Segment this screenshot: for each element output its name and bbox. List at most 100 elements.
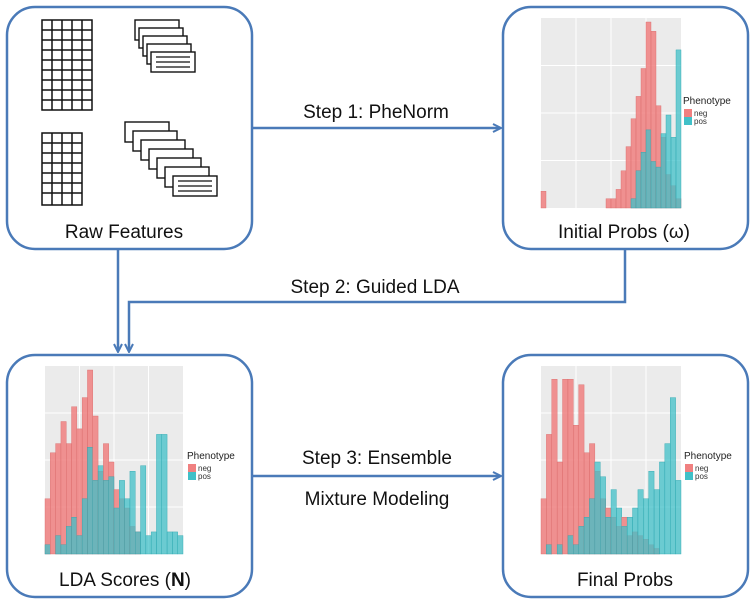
lda-scores-histogram [44, 366, 184, 555]
initial-probs-label: Initial Probs (ω) [558, 222, 690, 243]
bar-neg [615, 189, 622, 209]
legend-neg-swatch [684, 109, 692, 117]
legend-pos-label: pos [694, 117, 707, 126]
bar-pos [124, 498, 131, 555]
bar-pos [103, 480, 109, 555]
legend-pos-swatch [684, 117, 692, 125]
legend-neg-swatch [188, 464, 196, 472]
bar-pos [655, 166, 662, 209]
legend-neg-label: neg [695, 464, 708, 473]
bar-pos [66, 526, 72, 555]
bar-pos [76, 535, 83, 555]
bar-pos [145, 535, 152, 555]
bar-pos [97, 465, 104, 555]
bar-pos [583, 517, 590, 555]
bar-pos [670, 397, 676, 555]
bar-pos [645, 129, 652, 209]
bar-pos [567, 535, 574, 555]
bar-pos [140, 465, 147, 555]
legend-title: Phenotype [683, 96, 731, 107]
bar-pos [150, 531, 157, 555]
step2-label: Step 2: Guided LDA [291, 277, 460, 298]
bar-pos [92, 480, 99, 555]
bar-pos [177, 535, 184, 555]
bar-neg [551, 379, 558, 555]
legend-pos-swatch [188, 472, 196, 480]
bar-neg [540, 498, 547, 555]
bar-pos [129, 471, 136, 555]
bar-neg [546, 434, 552, 555]
bar-neg [567, 379, 574, 555]
initial-probs-histogram [540, 18, 682, 209]
bar-pos [546, 544, 552, 555]
bar-pos [172, 531, 178, 555]
document-stack-icon [134, 19, 196, 73]
legend-initial: Phenotype neg pos [683, 96, 731, 126]
bar-neg [610, 198, 617, 209]
bar-pos [594, 461, 601, 555]
bar-neg [625, 146, 632, 209]
bar-pos [635, 170, 642, 209]
final-probs-label: Final Probs [577, 570, 673, 591]
bar-pos [664, 443, 671, 555]
document-stack-icon [124, 121, 218, 197]
bar-pos [621, 526, 628, 555]
bar-pos [640, 151, 647, 209]
legend-title: Phenotype [187, 451, 235, 462]
bar-pos [108, 476, 115, 555]
bar-pos [610, 489, 617, 555]
legend-pos-label: pos [695, 472, 708, 481]
bar-pos [81, 498, 88, 555]
step3-label-line1: Step 3: Ensemble [302, 448, 452, 469]
bar-pos [60, 544, 67, 555]
bar-pos [675, 480, 682, 555]
bar-pos [637, 489, 644, 555]
table-icon-large [41, 19, 93, 111]
step3-label-line2: Mixture Modeling [305, 489, 450, 510]
bar-pos [589, 498, 596, 555]
raw-features-label: Raw Features [65, 222, 183, 243]
bar-pos [630, 198, 637, 209]
bar-pos [556, 544, 563, 555]
bar-neg [630, 118, 637, 209]
legend-final: Phenotype neg pos [684, 451, 732, 481]
bar-pos [573, 544, 579, 555]
bar-neg [76, 428, 83, 555]
bar-neg [620, 170, 627, 209]
bar-pos [648, 471, 655, 555]
legend-neg-swatch [685, 464, 693, 472]
bar-pos [113, 507, 120, 555]
final-probs-histogram [540, 366, 682, 555]
bar-pos [650, 161, 657, 209]
bar-pos [119, 480, 125, 555]
bar-pos [670, 137, 677, 209]
bar-pos [653, 489, 660, 555]
bar-pos [55, 535, 62, 555]
bar-pos [605, 517, 612, 555]
bar-pos [156, 434, 162, 555]
bar-pos [135, 531, 141, 555]
bar-pos [44, 544, 51, 555]
legend-pos-label: pos [198, 472, 211, 481]
step2-arrow [129, 249, 627, 351]
bar-pos [578, 526, 585, 555]
bar-pos [659, 461, 666, 555]
bar-pos [600, 476, 606, 555]
legend-lda: Phenotype neg pos [187, 451, 235, 481]
bar-pos [161, 434, 168, 555]
bar-pos [71, 517, 78, 555]
bar-pos [166, 531, 173, 555]
legend-neg-label: neg [198, 464, 211, 473]
bar-pos [616, 507, 622, 555]
lda-scores-label: LDA Scores (N) [59, 570, 191, 591]
bar-neg [562, 379, 569, 555]
bar-neg [60, 421, 67, 555]
bar-neg [556, 461, 563, 555]
bar-neg [50, 452, 56, 555]
bar-neg [540, 191, 547, 209]
bar-neg [605, 198, 612, 209]
legend-pos-swatch [685, 472, 693, 480]
bar-pos [660, 133, 667, 209]
bar-pos [643, 498, 649, 555]
